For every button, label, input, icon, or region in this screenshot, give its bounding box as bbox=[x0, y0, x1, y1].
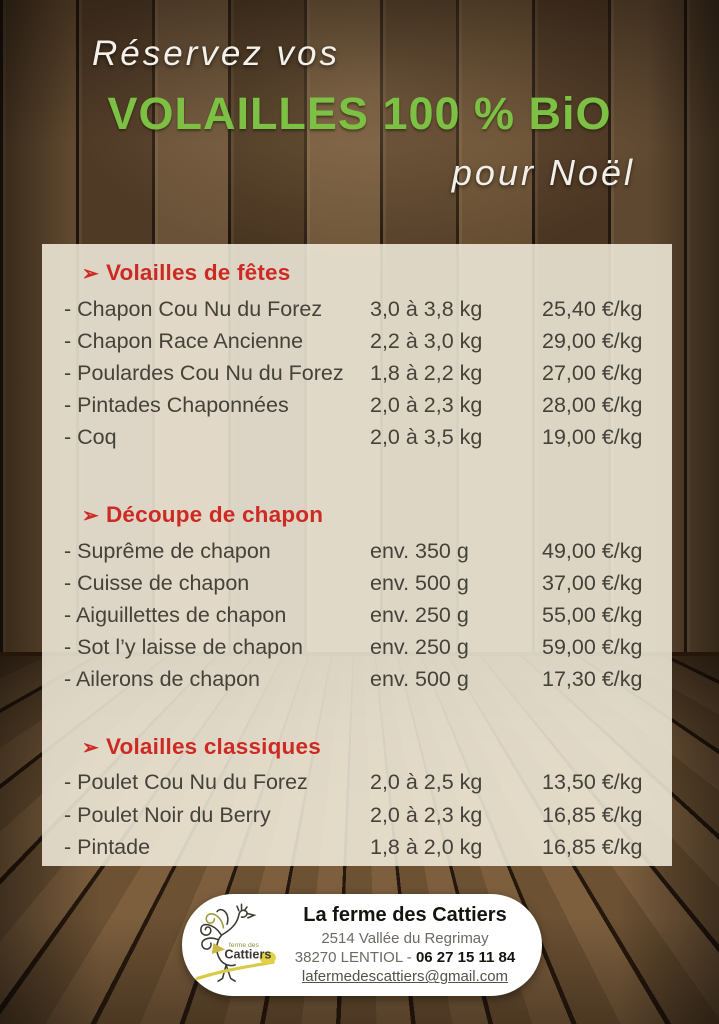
table-row: - Poulardes Cou Nu du Forez 1,8 à 2,2 kg… bbox=[64, 357, 658, 389]
table-row: - Pintades Chaponnées 2,0 à 2,3 kg 28,00… bbox=[64, 390, 658, 422]
product-price: 28,00 €/kg bbox=[542, 393, 643, 418]
table-row: - Coq 2,0 à 3,5 kg 19,00 €/kg bbox=[64, 422, 658, 454]
section-title-label: Découpe de chapon bbox=[105, 501, 324, 527]
farm-logo: ferme des Cattiers bbox=[190, 899, 284, 991]
product-weight: 1,8 à 2,2 kg bbox=[370, 360, 483, 385]
table-row: - Chapon Cou Nu du Forez 3,0 à 3,8 kg 25… bbox=[64, 293, 658, 325]
product-price: 55,00 €/kg bbox=[542, 602, 643, 627]
product-weight: env. 500 g bbox=[370, 667, 469, 692]
section-title-label: Volailles classiques bbox=[105, 733, 321, 759]
phone-number: 06 27 15 11 84 bbox=[415, 949, 516, 967]
product-weight: env. 250 g bbox=[370, 635, 469, 660]
product-weight: env. 350 g bbox=[370, 538, 469, 563]
product-name: - Sot l’y laisse de chapon bbox=[64, 635, 304, 660]
price-panel: ➢ Volailles de fêtes - Chapon Cou Nu du F… bbox=[42, 244, 672, 866]
product-price: 37,00 €/kg bbox=[542, 570, 643, 595]
table-row: - Suprême de chapon env. 350 g 49,00 €/k… bbox=[64, 535, 658, 567]
product-name: - Chapon Race Ancienne bbox=[64, 328, 304, 353]
logo-big-text: Cattiers bbox=[224, 948, 271, 962]
section-title: ➢ Volailles classiques bbox=[82, 734, 658, 760]
product-name: - Poulet Noir du Berry bbox=[64, 802, 271, 827]
product-weight: 2,0 à 2,3 kg bbox=[370, 393, 483, 418]
product-name: - Chapon Cou Nu du Forez bbox=[64, 296, 323, 321]
table-row: - Aiguillettes de chapon env. 250 g 55,0… bbox=[64, 599, 658, 631]
product-name: - Poulet Cou Nu du Forez bbox=[64, 770, 308, 795]
logo-small-text: ferme des bbox=[229, 942, 260, 949]
table-row: - Pintade 1,8 à 2,0 kg 16,85 €/kg bbox=[64, 831, 658, 863]
city-postcode: 38270 LENTIOL - bbox=[294, 949, 412, 967]
headline-script-line1: Réservez vos bbox=[92, 34, 341, 73]
address-line-2: 38270 LENTIOL - 06 27 15 11 84 bbox=[284, 948, 526, 967]
product-name: - Aiguillettes de chapon bbox=[64, 602, 287, 627]
product-price: 59,00 €/kg bbox=[542, 635, 643, 660]
product-price: 17,30 €/kg bbox=[542, 667, 643, 692]
product-weight: env. 250 g bbox=[370, 602, 469, 627]
product-price: 49,00 €/kg bbox=[542, 538, 643, 563]
product-weight: 3,0 à 3,8 kg bbox=[370, 296, 483, 321]
farm-name: La ferme des Cattiers bbox=[303, 904, 507, 927]
product-weight: 2,0 à 2,3 kg bbox=[370, 802, 483, 827]
rooster-logo-icon: ferme des Cattiers bbox=[195, 903, 276, 982]
section-volailles-de-fetes: ➢ Volailles de fêtes - Chapon Cou Nu du F… bbox=[64, 260, 658, 454]
product-name: - Cuisse de chapon bbox=[64, 570, 250, 595]
section-decoupe-de-chapon: ➢ Découpe de chapon - Suprême de chapon e… bbox=[64, 502, 658, 696]
table-row: - Chapon Race Ancienne 2,2 à 3,0 kg 29,0… bbox=[64, 325, 658, 357]
product-name: - Suprême de chapon bbox=[64, 538, 271, 563]
product-price: 13,50 €/kg bbox=[542, 770, 643, 795]
section-title: ➢ Volailles de fêtes bbox=[82, 260, 658, 286]
product-weight: 1,8 à 2,0 kg bbox=[370, 834, 483, 859]
product-price: 25,40 €/kg bbox=[542, 296, 643, 321]
section-title-label: Volailles de fêtes bbox=[105, 260, 291, 285]
address-line-1: 2514 Vallée du Regrimay bbox=[321, 930, 489, 948]
product-price: 29,00 €/kg bbox=[542, 328, 643, 353]
contact-info: La ferme des Cattiers 2514 Vallée du Reg… bbox=[284, 903, 526, 986]
headline-script-line2: pour Noël bbox=[451, 152, 635, 193]
table-row: - Poulet Noir du Berry 2,0 à 2,3 kg 16,8… bbox=[64, 799, 658, 831]
table-row: - Sot l’y laisse de chapon env. 250 g 59… bbox=[64, 632, 658, 664]
product-weight: 2,0 à 3,5 kg bbox=[370, 425, 483, 450]
product-price: 16,85 €/kg bbox=[542, 834, 643, 859]
section-title: ➢ Découpe de chapon bbox=[82, 502, 658, 528]
product-name: - Pintade bbox=[64, 834, 151, 859]
section-volailles-classiques: ➢ Volailles classiques - Poulet Cou Nu du… bbox=[64, 734, 658, 864]
product-name: - Coq bbox=[64, 425, 117, 450]
arrow-bullet-icon: ➢ bbox=[82, 263, 99, 285]
email-link[interactable]: lafermedescattiers@gmail.com bbox=[301, 968, 509, 986]
product-name: - Poulardes Cou Nu du Forez bbox=[64, 360, 344, 385]
table-row: - Poulet Cou Nu du Forez 2,0 à 2,5 kg 13… bbox=[64, 767, 658, 799]
table-row: - Ailerons de chapon env. 500 g 17,30 €/… bbox=[64, 664, 658, 696]
product-weight: env. 500 g bbox=[370, 570, 469, 595]
product-weight: 2,2 à 3,0 kg bbox=[370, 328, 483, 353]
contact-card: ferme des Cattiers La ferme des Cattiers… bbox=[182, 894, 542, 996]
headline-main: VOLAILLES 100 % BiO bbox=[107, 88, 612, 139]
logo-wing-shape bbox=[211, 943, 226, 955]
logo-egg-shape bbox=[259, 951, 276, 964]
arrow-bullet-icon: ➢ bbox=[82, 736, 99, 759]
arrow-bullet-icon: ➢ bbox=[82, 504, 99, 527]
product-name: - Pintades Chaponnées bbox=[64, 393, 289, 418]
product-weight: 2,0 à 2,5 kg bbox=[370, 770, 483, 795]
table-row: - Cuisse de chapon env. 500 g 37,00 €/kg bbox=[64, 567, 658, 599]
product-price: 27,00 €/kg bbox=[542, 360, 643, 385]
product-price: 16,85 €/kg bbox=[542, 802, 643, 827]
product-name: - Ailerons de chapon bbox=[64, 667, 261, 692]
product-price: 19,00 €/kg bbox=[542, 425, 643, 450]
